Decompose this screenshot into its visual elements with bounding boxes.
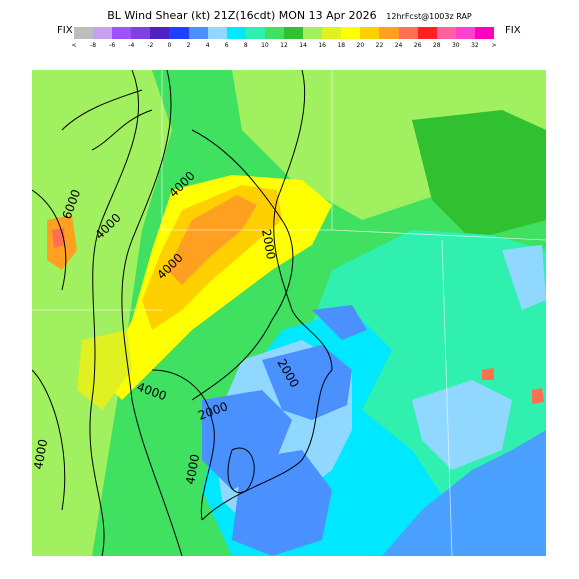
- scale-tick-label: -8: [90, 42, 97, 49]
- blue-core-south: [232, 450, 332, 556]
- scale-tick-label: 0: [167, 42, 172, 49]
- contour-2000-north: [273, 70, 333, 371]
- contour-nw-2: [91, 109, 153, 151]
- contour-label: 4000: [32, 438, 50, 471]
- magenta-spot-1: [482, 368, 494, 380]
- scale-tick-label: 22: [375, 42, 384, 49]
- scale-swatch: [226, 27, 247, 39]
- scale-swatch: [417, 27, 438, 39]
- contour-4000-west: [121, 70, 183, 556]
- scale-tick-label: 18: [337, 42, 346, 49]
- scale-swatch: [436, 27, 457, 39]
- scale-swatch: [398, 27, 419, 39]
- scale-tick-label: 30: [451, 42, 460, 49]
- title-main: BL Wind Shear (kt) 21Z(16cdt) MON 13 Apr…: [107, 9, 377, 22]
- ne-green: [412, 110, 546, 240]
- scale-tick-label: >: [491, 42, 497, 49]
- central-orange: [167, 195, 257, 285]
- scale-tick-label: -6: [109, 42, 116, 49]
- map-canvas: 6000 4000 4000 2000 4000 2000 2000 4000 …: [32, 70, 546, 556]
- scale-tick-label: 28: [432, 42, 441, 49]
- scale-swatch: [322, 27, 342, 39]
- contour-2000-south: [201, 369, 333, 521]
- contour-label: 4000: [183, 453, 202, 486]
- contour-label: 2000: [259, 228, 278, 261]
- sw-yellow: [77, 330, 132, 410]
- scale-swatch: [150, 27, 170, 39]
- scale-swatch: [474, 27, 495, 39]
- scale-tick-label: -2: [147, 42, 154, 49]
- wind-shear-map: 6000 4000 4000 2000 4000 2000 2000 4000 …: [32, 70, 546, 556]
- scale-swatch: [207, 27, 228, 39]
- scale-swatch: [360, 27, 380, 39]
- scale-swatch: [379, 27, 400, 39]
- blue-spot-ne: [312, 305, 367, 340]
- scale-tick-label: 14: [299, 42, 307, 49]
- scale-swatch: [303, 27, 323, 39]
- west-band: [32, 70, 172, 556]
- contour-west-1: [32, 189, 67, 291]
- contour-west-2: [32, 369, 66, 511]
- border-la: [441, 239, 453, 556]
- blue-core-north: [262, 345, 352, 420]
- state-borders: [32, 70, 546, 556]
- scale-tick-label: 6: [224, 42, 229, 49]
- contour-4000-central: [191, 129, 294, 401]
- fix-left-label: FIX: [57, 25, 73, 36]
- magenta-spot-2: [532, 388, 544, 404]
- scale-swatch: [245, 27, 266, 39]
- contour-4000-south: [151, 369, 215, 521]
- scale-swatch: [188, 27, 209, 39]
- scale-tick-label: 12: [280, 42, 288, 49]
- scale-tick-label: 10: [261, 42, 269, 49]
- contour-nw: [61, 89, 143, 131]
- border-red-river: [331, 229, 546, 241]
- height-contours: [32, 70, 333, 556]
- map-title: BL Wind Shear (kt) 21Z(16cdt) MON 13 Apr…: [0, 4, 579, 22]
- scale-tick-label: 26: [413, 42, 422, 49]
- scale-tick-label: 24: [394, 42, 403, 49]
- east-blue-edge: [502, 245, 546, 310]
- scale-swatch: [455, 27, 476, 39]
- scale-swatch: [284, 27, 304, 39]
- title-sub: 12hrFcst@1003z RAP: [386, 12, 472, 21]
- scale-swatch: [74, 27, 94, 39]
- scale-tick-label: 8: [243, 42, 248, 49]
- color-scale-legend: < -8 -6 -4 -2 0 2 4 6 8 10 12 14 16 18 20 22 24 26 28 30 32 >: [71, 27, 497, 53]
- scale-swatch: [131, 27, 151, 39]
- scale-swatch: [264, 27, 285, 39]
- scale-tick-label: -4: [128, 42, 135, 49]
- scale-swatch: [93, 27, 113, 39]
- scale-tick-label: 4: [205, 42, 210, 49]
- scale-tick-label: 2: [186, 42, 191, 49]
- contour-6000: [89, 70, 140, 556]
- scale-swatch: [169, 27, 190, 39]
- gulf-water: [382, 430, 546, 556]
- contour-ring: [227, 447, 255, 493]
- scale-swatch: [341, 27, 361, 39]
- fix-right-label: FIX: [505, 25, 521, 36]
- scale-tick-label: 20: [356, 42, 365, 49]
- scale-swatch: [112, 27, 132, 39]
- scale-tick-label: 32: [471, 42, 479, 49]
- central-yellow: [102, 175, 332, 400]
- east-blue: [412, 380, 512, 470]
- scale-tick-label: <: [71, 42, 77, 49]
- scale-tick-label: 16: [318, 42, 326, 49]
